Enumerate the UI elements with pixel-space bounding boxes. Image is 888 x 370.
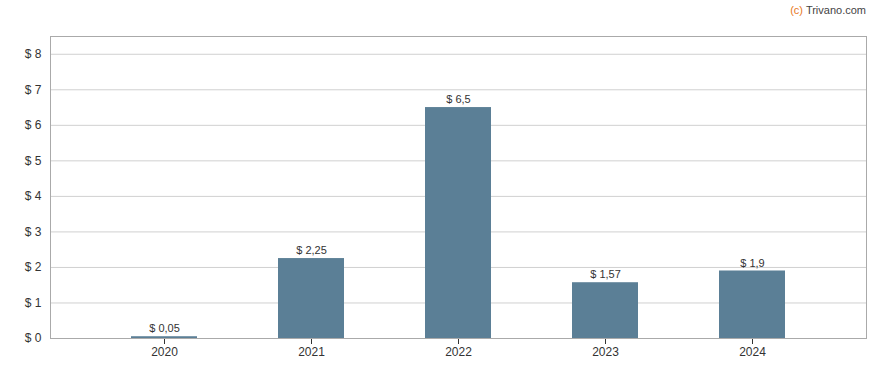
- svg-text:2023: 2023: [592, 345, 619, 359]
- svg-text:$ 3: $ 3: [25, 225, 42, 239]
- svg-text:$ 1,57: $ 1,57: [590, 268, 621, 280]
- svg-text:$ 6: $ 6: [25, 118, 42, 132]
- svg-text:$ 5: $ 5: [25, 154, 42, 168]
- html-text:(c) Trivano.com: (c) Trivano.com: [790, 4, 866, 16]
- svg-text:$ 0,05: $ 0,05: [149, 322, 180, 334]
- svg-text:$ 8: $ 8: [25, 47, 42, 61]
- svg-text:2021: 2021: [298, 345, 325, 359]
- svg-text:$ 1: $ 1: [25, 296, 42, 310]
- svg-text:$ 2: $ 2: [25, 260, 42, 274]
- svg-text:$ 1,9: $ 1,9: [740, 257, 764, 269]
- svg-text:$ 2,25: $ 2,25: [296, 244, 327, 256]
- svg-text:$ 4: $ 4: [25, 189, 42, 203]
- svg-text:2020: 2020: [151, 345, 178, 359]
- svg-text:$ 7: $ 7: [25, 83, 42, 97]
- svg-text:2024: 2024: [739, 345, 766, 359]
- svg-text:$ 6,5: $ 6,5: [446, 93, 470, 105]
- svg-text:$ 0: $ 0: [25, 331, 42, 345]
- svg-text:2022: 2022: [445, 345, 472, 359]
